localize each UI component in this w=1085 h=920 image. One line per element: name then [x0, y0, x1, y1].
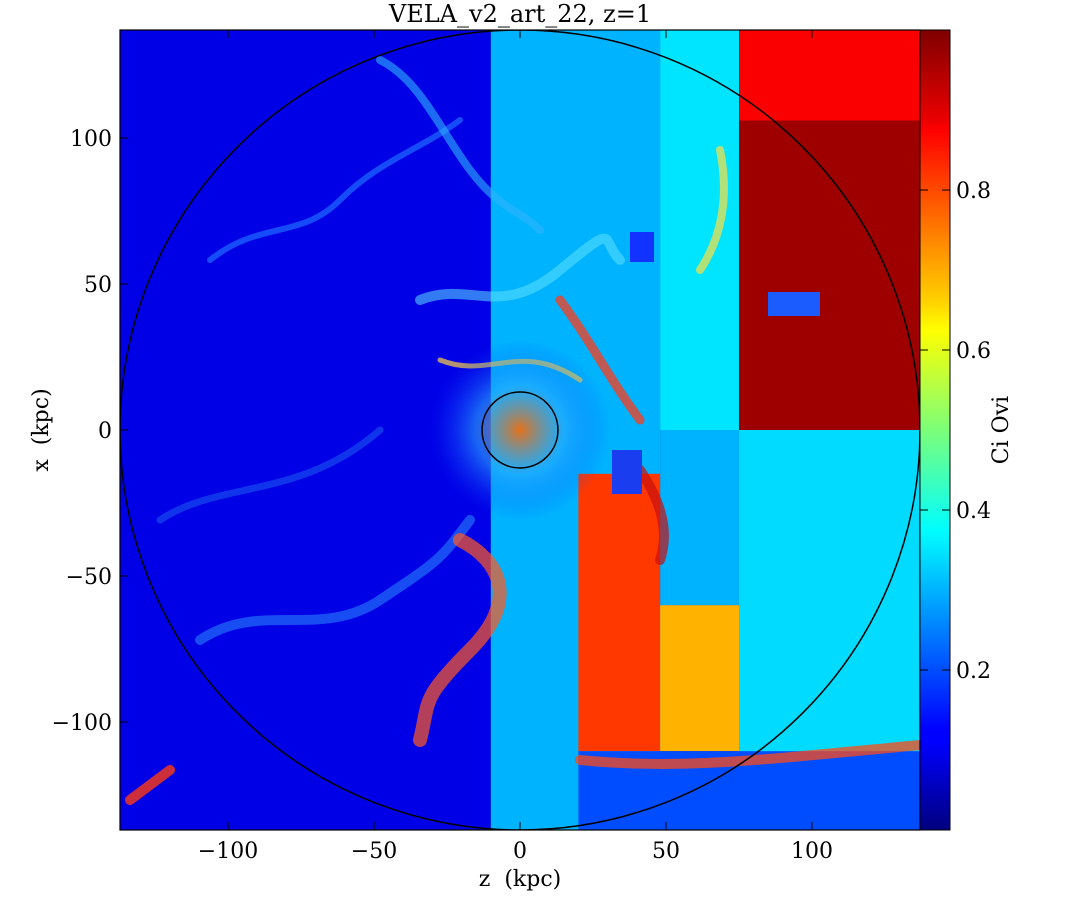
- x-tick-label: 100: [791, 839, 833, 864]
- heatmap-region-3: [738, 30, 920, 121]
- y-tick-label: 0: [98, 419, 112, 444]
- x-axis-label: z (kpc): [479, 867, 561, 892]
- colorbar-tick-label: 0.8: [956, 179, 991, 204]
- inner-glow: [430, 340, 610, 520]
- x-tick-label: 0: [513, 839, 527, 864]
- filament: [207, 117, 463, 263]
- x-tick-label: −50: [351, 839, 397, 864]
- filament: [555, 295, 645, 425]
- virial-circles: [120, 30, 920, 830]
- y-tick-label: −50: [66, 565, 112, 590]
- filament: [575, 740, 920, 770]
- heatmap-region-6: [660, 430, 739, 606]
- y-axis-ticks: −100 −50 0 50 100: [52, 127, 128, 736]
- filament: [413, 533, 507, 747]
- filament: [195, 515, 475, 645]
- filament: [415, 233, 625, 305]
- y-tick-label: 100: [70, 127, 112, 152]
- filament: [125, 765, 175, 805]
- filament: [376, 56, 544, 234]
- colorbar-tick-label: 0.6: [956, 339, 991, 364]
- clump: [768, 292, 820, 316]
- x-tick-label: 50: [652, 839, 680, 864]
- colorbar-tick-label: 0.4: [956, 499, 991, 524]
- y-tick-label: −100: [52, 711, 112, 736]
- y-tick-label: 50: [84, 273, 112, 298]
- colorbar-ticks: 0.2 0.4 0.6 0.8: [920, 179, 991, 684]
- y-axis-label: x (kpc): [29, 388, 54, 471]
- colorbar-label: Ci Ovi: [989, 396, 1014, 464]
- cold-clumps: [612, 232, 820, 494]
- filament: [696, 146, 728, 274]
- heatmap-region-7: [578, 473, 661, 752]
- heatmap-area: [120, 30, 920, 830]
- heatmap-regions: [120, 30, 920, 830]
- clump: [612, 450, 642, 494]
- filament: [635, 465, 669, 565]
- colorbar-tick-label: 0.2: [956, 659, 991, 684]
- heatmap-region-4: [660, 30, 739, 430]
- x-axis-ticks: −100 −50 0 50 100: [198, 30, 833, 864]
- filament: [156, 426, 384, 524]
- chart-title: VELA_v2_art_22, z=1: [388, 0, 651, 28]
- x-tick-label: −100: [198, 839, 258, 864]
- colorbar: [919, 29, 951, 831]
- inner-galaxy-circle: [481, 391, 559, 469]
- clump: [630, 232, 654, 262]
- heatmap-region-8: [660, 605, 739, 752]
